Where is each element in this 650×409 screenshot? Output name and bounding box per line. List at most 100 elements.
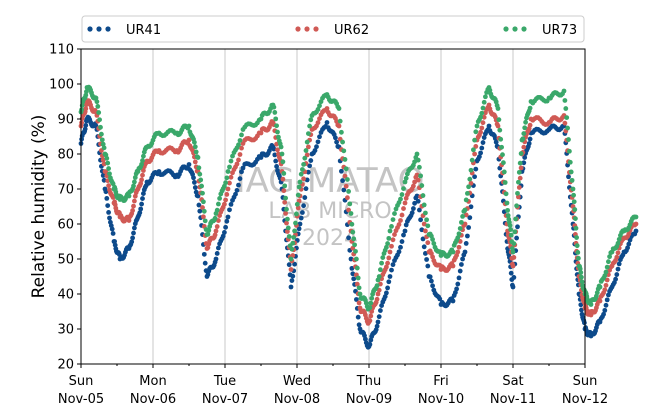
data-point — [390, 237, 396, 243]
data-point — [392, 211, 397, 216]
data-point — [196, 202, 202, 208]
x-tick-label-date: Nov-07 — [202, 392, 248, 407]
data-point — [417, 207, 422, 213]
data-point — [314, 144, 319, 150]
data-point — [346, 235, 351, 241]
data-point — [457, 239, 463, 244]
data-point — [138, 206, 144, 212]
data-point — [514, 235, 519, 241]
data-point — [284, 220, 289, 226]
data-point — [480, 120, 486, 126]
data-point — [487, 87, 493, 93]
x-tick-label-date: Nov-09 — [346, 392, 392, 407]
data-point — [283, 195, 288, 201]
data-point — [110, 231, 116, 236]
data-point — [511, 241, 517, 246]
data-point — [375, 291, 381, 297]
data-point — [139, 201, 145, 207]
data-point — [460, 213, 465, 219]
data-point — [315, 139, 321, 145]
data-point — [297, 221, 303, 227]
data-point — [454, 286, 459, 292]
data-point — [336, 123, 342, 129]
data-point — [376, 314, 382, 320]
data-point — [574, 243, 580, 249]
data-point — [79, 107, 84, 113]
x-tick-label-day: Wed — [283, 374, 311, 389]
data-point — [565, 125, 570, 131]
data-point — [486, 102, 492, 108]
data-point — [516, 179, 521, 185]
data-point — [342, 173, 348, 179]
data-point — [94, 99, 100, 105]
data-point — [588, 302, 594, 307]
data-point — [138, 180, 144, 186]
data-point — [317, 116, 322, 122]
data-point — [616, 236, 622, 242]
x-tick-label-day: Sun — [573, 374, 598, 389]
data-point — [567, 148, 572, 154]
data-point — [390, 262, 396, 268]
data-point — [368, 313, 374, 319]
data-point — [220, 233, 226, 239]
legend-entry-UR41: UR41 — [87, 23, 161, 38]
y-tick-label: 30 — [57, 323, 74, 338]
data-point — [214, 207, 220, 213]
y-tick-label: 70 — [57, 183, 74, 198]
data-point — [130, 235, 136, 241]
legend-label: UR73 — [542, 23, 577, 38]
data-point — [93, 95, 99, 101]
data-point — [223, 180, 229, 186]
data-point — [508, 232, 514, 238]
data-point — [367, 305, 373, 310]
data-point — [481, 135, 487, 140]
data-point — [285, 225, 291, 231]
data-point — [457, 226, 463, 231]
data-point — [97, 117, 102, 123]
data-point — [340, 139, 345, 145]
data-point — [346, 207, 351, 213]
data-point — [511, 275, 517, 280]
data-point — [481, 114, 487, 120]
data-point — [304, 139, 310, 145]
data-point — [293, 220, 298, 226]
data-point — [275, 147, 280, 153]
data-point — [292, 228, 297, 234]
data-point — [387, 274, 393, 279]
data-point — [386, 235, 392, 241]
data-point — [450, 298, 456, 304]
data-point — [510, 249, 516, 255]
data-point — [223, 224, 229, 230]
data-point — [279, 151, 285, 157]
data-point — [501, 160, 506, 166]
data-point — [367, 342, 373, 347]
data-point — [450, 249, 456, 255]
data-point — [450, 263, 456, 269]
data-point — [280, 159, 286, 165]
data-point — [346, 189, 351, 194]
data-point — [272, 110, 278, 115]
data-point — [483, 94, 488, 100]
data-point — [462, 249, 468, 255]
data-point — [282, 199, 288, 205]
x-axis: Sun Nov-05 Mon Nov-06 Tue Nov-07 Wed Nov-08 Thu N… — [58, 364, 608, 407]
y-tick-label: 50 — [57, 253, 74, 268]
data-point — [222, 229, 227, 235]
data-point — [357, 291, 363, 297]
data-point — [414, 172, 420, 178]
data-point — [141, 168, 146, 173]
data-point — [379, 260, 384, 266]
data-point — [201, 199, 206, 205]
data-point — [497, 127, 503, 133]
data-point — [512, 229, 518, 235]
data-point — [414, 193, 420, 199]
data-point — [472, 137, 477, 143]
data-point — [110, 195, 116, 200]
data-point — [289, 278, 295, 284]
data-point — [380, 255, 386, 261]
data-point — [398, 196, 403, 202]
data-point — [368, 337, 374, 343]
data-point — [96, 110, 102, 115]
data-point — [385, 260, 390, 266]
data-point — [511, 255, 517, 260]
